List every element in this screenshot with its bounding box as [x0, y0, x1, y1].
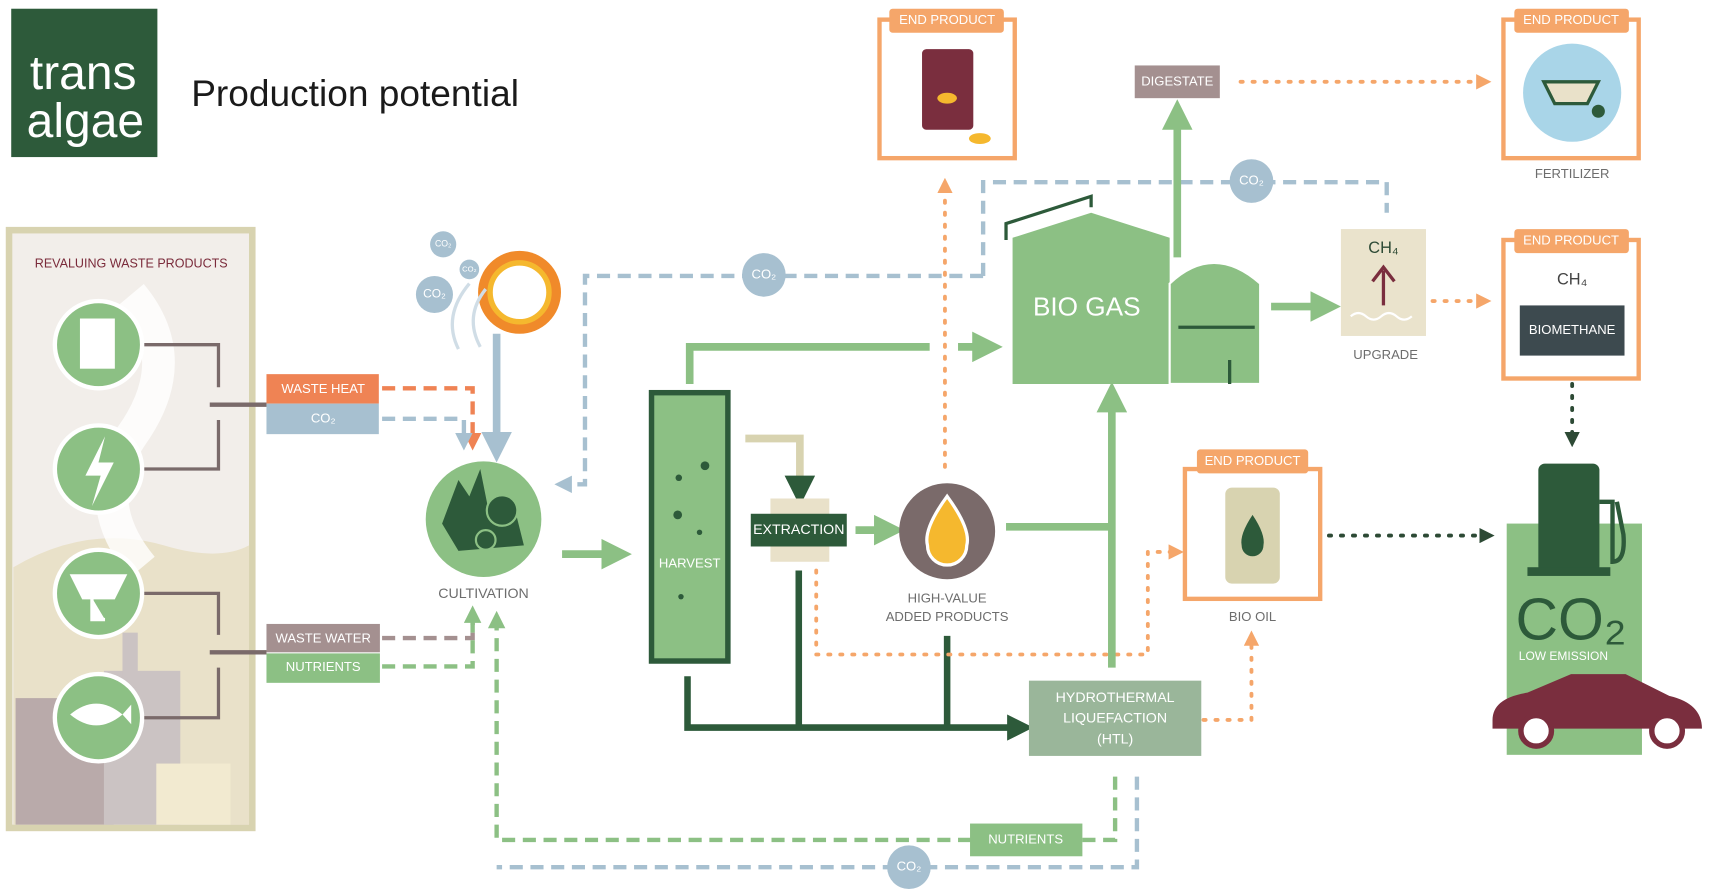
algae-cell: [476, 530, 496, 550]
end-product-label: BIO OIL: [1229, 609, 1276, 624]
panel-title: REVALUING WASTE PRODUCTS: [35, 256, 228, 270]
pump-base: [1527, 567, 1610, 576]
bubble-dot: [697, 530, 702, 535]
page: {"header": {"logo": ["trans", "algae"], …: [0, 0, 1711, 889]
fuel-pump: [1538, 464, 1599, 573]
node-label: HARVEST: [659, 555, 721, 570]
wheel: [1592, 105, 1605, 118]
node-label: UPGRADE: [1353, 347, 1418, 362]
end-product-label: FERTILIZER: [1535, 166, 1610, 181]
co2-label: CO₂: [1239, 173, 1264, 188]
harvest-tank: [652, 393, 728, 661]
badge-label: END PRODUCT: [1523, 12, 1619, 27]
node-label: HYDROTHERMAL: [1056, 690, 1175, 706]
node-label: EXTRACTION: [753, 522, 844, 538]
node-label: ADDED PRODUCTS: [886, 609, 1009, 624]
wheelbarrow: [1544, 82, 1599, 104]
co2-return: [563, 276, 983, 484]
car-wheel: [1652, 716, 1683, 747]
air-swirl: [452, 284, 485, 349]
node-label: (HTL): [1097, 731, 1133, 747]
bubble-dot: [678, 594, 683, 599]
node-label: HIGH-VALUE: [908, 590, 987, 605]
badge-label: END PRODUCT: [1205, 453, 1301, 468]
sun-core: [490, 263, 549, 322]
co2-label: CO₂: [752, 266, 777, 281]
emission-formula: CO₂: [1515, 587, 1626, 652]
emission-label: LOW EMISSION: [1519, 649, 1608, 663]
co2-label: CO₂: [423, 287, 446, 301]
logo-text: trans: [30, 47, 137, 100]
title: Production potential: [191, 72, 519, 114]
bubble-dot: [676, 474, 683, 481]
input-label: WASTE HEAT: [281, 381, 365, 396]
oil-flow: [816, 552, 1176, 655]
node-label: NUTRIENTS: [988, 831, 1063, 846]
input-label: CO₂: [311, 410, 336, 425]
flow-arrow: [745, 439, 800, 491]
car-wheel: [1521, 716, 1552, 747]
input-label: WASTE WATER: [275, 631, 370, 646]
co2-label: CO₂: [462, 264, 476, 273]
bubble-dot: [701, 461, 710, 470]
dome: [1170, 263, 1261, 384]
node-label: DIGESTATE: [1141, 73, 1213, 88]
logo: trans algae: [11, 9, 157, 157]
capsule: [969, 133, 991, 144]
flow-line: [688, 676, 1021, 727]
co2-label: CO₂: [897, 859, 922, 874]
node-label: BIO GAS: [1033, 292, 1141, 322]
co2-flow: [382, 419, 464, 442]
bio-gas-plant: BIO GAS: [1006, 196, 1260, 384]
node-label: CULTIVATION: [438, 586, 529, 602]
sun: [478, 251, 561, 334]
node-label: LIQUEFACTION: [1063, 711, 1167, 727]
flow-line: [690, 347, 930, 384]
end-product-label: BIOMETHANE: [1529, 322, 1616, 337]
vehicle-panel: CO₂ LOW EMISSION: [1493, 464, 1702, 755]
diagram: trans algae Production potential REVALUI…: [0, 0, 1711, 889]
document-icon: [80, 319, 115, 369]
oil-flow: [1203, 638, 1251, 720]
capsule: [937, 93, 957, 104]
co2-label: CO₂: [435, 239, 451, 249]
chimney: [122, 633, 137, 688]
logo-text: algae: [27, 95, 144, 148]
heat-flow: [382, 388, 473, 441]
water-flow: [382, 614, 473, 638]
formula: CH₄: [1557, 271, 1588, 289]
badge-label: END PRODUCT: [899, 12, 995, 27]
badge-label: END PRODUCT: [1523, 233, 1619, 248]
bubble-dot: [673, 510, 682, 519]
building: [156, 764, 230, 825]
algae-cell: [487, 495, 518, 526]
waste-panel: REVALUING WASTE PRODUCTS: [9, 230, 266, 828]
jar: [922, 49, 973, 130]
formula: CH₄: [1368, 239, 1399, 257]
input-label: NUTRIENTS: [286, 659, 361, 674]
